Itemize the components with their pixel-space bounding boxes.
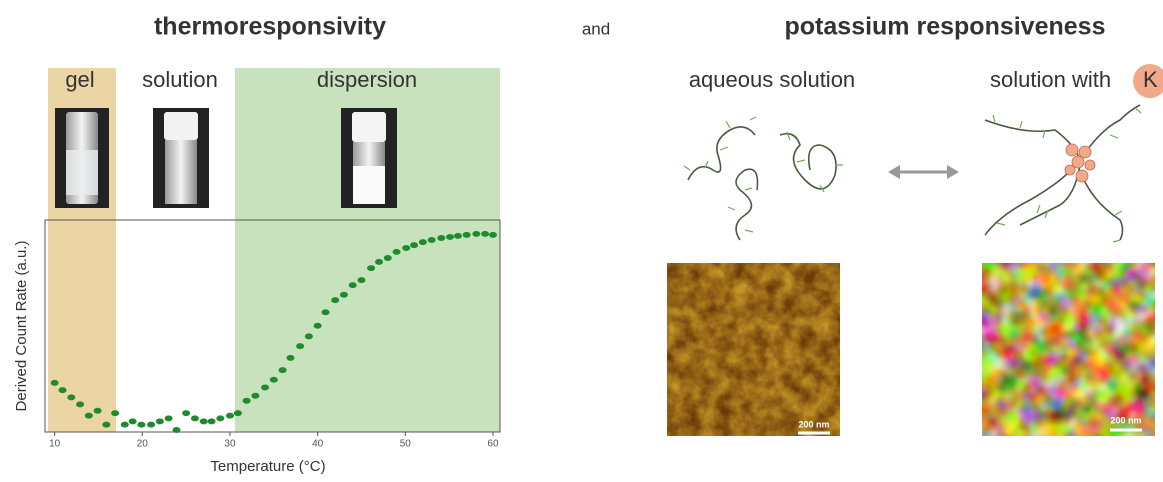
data-point	[102, 422, 110, 428]
data-point	[200, 418, 208, 424]
data-point	[446, 234, 454, 240]
state-label: solution with	[990, 67, 1111, 92]
data-point	[182, 410, 190, 416]
data-point	[226, 413, 234, 419]
data-point	[384, 255, 392, 261]
data-point	[208, 418, 216, 424]
data-point	[94, 408, 102, 414]
data-point	[147, 422, 155, 428]
data-point	[349, 282, 357, 288]
data-point	[314, 323, 322, 329]
data-point	[410, 242, 418, 248]
x-tick-label: 60	[487, 439, 499, 450]
polymer-coils	[684, 117, 843, 240]
data-point	[234, 410, 242, 416]
data-point	[251, 393, 259, 399]
data-point	[243, 398, 251, 404]
data-point	[137, 422, 145, 428]
data-point	[367, 265, 375, 271]
afm-image	[982, 263, 1155, 436]
scale-bar-label: 200 nm	[1110, 415, 1141, 425]
x-tick-label: 30	[224, 439, 236, 450]
data-point	[191, 415, 199, 421]
data-point	[121, 422, 129, 428]
data-point	[111, 410, 119, 416]
x-tick-label: 50	[400, 439, 412, 450]
data-point	[129, 418, 137, 424]
x-tick-label: 40	[312, 439, 324, 450]
data-point	[472, 231, 480, 237]
data-point	[340, 292, 348, 298]
data-point	[322, 309, 330, 315]
polymer-network	[985, 105, 1141, 242]
data-point	[286, 355, 294, 361]
data-point	[419, 239, 427, 245]
data-point	[402, 245, 410, 251]
x-tick-label: 20	[137, 439, 149, 450]
data-point	[156, 418, 164, 424]
data-point	[51, 380, 59, 386]
data-point	[481, 231, 489, 237]
data-point	[59, 387, 67, 393]
vial-photo	[55, 108, 109, 208]
data-point	[261, 385, 269, 391]
data-point	[76, 401, 84, 407]
data-point	[85, 413, 93, 419]
state-label: aqueous solution	[689, 67, 855, 92]
right-title: potassium responsiveness	[785, 13, 1106, 41]
data-point	[393, 249, 401, 255]
left-title: thermoresponsivity	[154, 13, 386, 41]
phase-label: dispersion	[317, 67, 417, 92]
data-point	[165, 415, 173, 421]
data-point	[279, 367, 287, 373]
data-point	[331, 297, 339, 303]
figure: thermoresponsivity and potassium respons…	[0, 0, 1163, 477]
data-point	[216, 415, 224, 421]
data-point	[173, 427, 181, 433]
y-axis-label: Derived Count Rate (a.u.)	[13, 241, 30, 412]
ion-label: K	[1143, 67, 1158, 92]
data-point	[270, 377, 278, 383]
data-point	[305, 333, 313, 339]
x-tick-label: 10	[49, 439, 61, 450]
data-point	[437, 235, 445, 241]
data-point	[375, 259, 383, 265]
connector: and	[582, 19, 610, 38]
vial-photo	[341, 108, 397, 208]
vial-photo	[153, 108, 209, 208]
data-point	[357, 277, 365, 283]
exchange-arrow	[888, 165, 959, 179]
data-point	[489, 232, 497, 238]
data-point	[296, 343, 304, 349]
data-point	[428, 237, 436, 243]
phase-label: solution	[142, 67, 218, 92]
scale-bar-label: 200 nm	[798, 419, 829, 429]
data-point	[67, 394, 75, 400]
phase-label: gel	[65, 67, 94, 92]
x-axis-label: Temperature (°C)	[210, 458, 325, 475]
data-point	[454, 233, 462, 239]
data-point	[463, 232, 471, 238]
afm-texture	[667, 263, 840, 436]
